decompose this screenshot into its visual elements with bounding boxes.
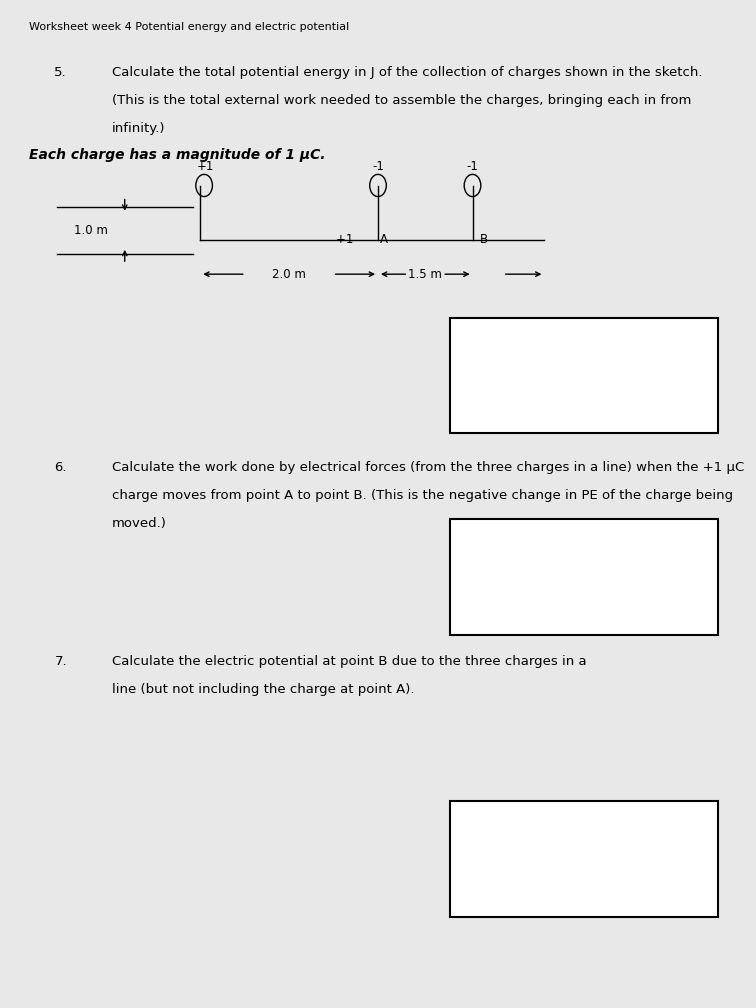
Text: Calculate the total potential energy in J of the collection of charges shown in : Calculate the total potential energy in … xyxy=(112,66,702,79)
Text: +1: +1 xyxy=(197,160,214,173)
Text: B: B xyxy=(480,234,488,246)
Text: +1: +1 xyxy=(336,234,357,246)
Text: Calculate the electric potential at point B due to the three charges in a: Calculate the electric potential at poin… xyxy=(112,655,587,668)
Bar xyxy=(450,801,718,917)
Text: moved.): moved.) xyxy=(112,517,167,530)
Text: 5.: 5. xyxy=(54,66,67,79)
Text: Worksheet week 4 Potential energy and electric potential: Worksheet week 4 Potential energy and el… xyxy=(29,22,349,32)
Text: -1: -1 xyxy=(372,160,384,173)
Text: 1.0 m: 1.0 m xyxy=(74,224,108,237)
Text: infinity.): infinity.) xyxy=(112,122,166,135)
Text: Calculate the work done by electrical forces (from the three charges in a line) : Calculate the work done by electrical fo… xyxy=(112,461,744,474)
Text: 2.0 m: 2.0 m xyxy=(272,268,306,280)
Text: 7.: 7. xyxy=(54,655,67,668)
Text: 1.5 m: 1.5 m xyxy=(408,268,442,280)
Text: A: A xyxy=(380,234,388,246)
Text: line (but not including the charge at point A).: line (but not including the charge at po… xyxy=(112,683,414,697)
Text: 6.: 6. xyxy=(54,461,67,474)
Text: (This is the total external work needed to assemble the charges, bringing each i: (This is the total external work needed … xyxy=(112,94,691,107)
Bar xyxy=(450,318,718,433)
Bar xyxy=(450,519,718,635)
Text: charge moves from point A to point B. (This is the negative change in PE of the : charge moves from point A to point B. (T… xyxy=(112,489,733,502)
Text: -1: -1 xyxy=(466,160,479,173)
Text: Each charge has a magnitude of 1 μC.: Each charge has a magnitude of 1 μC. xyxy=(29,148,325,162)
